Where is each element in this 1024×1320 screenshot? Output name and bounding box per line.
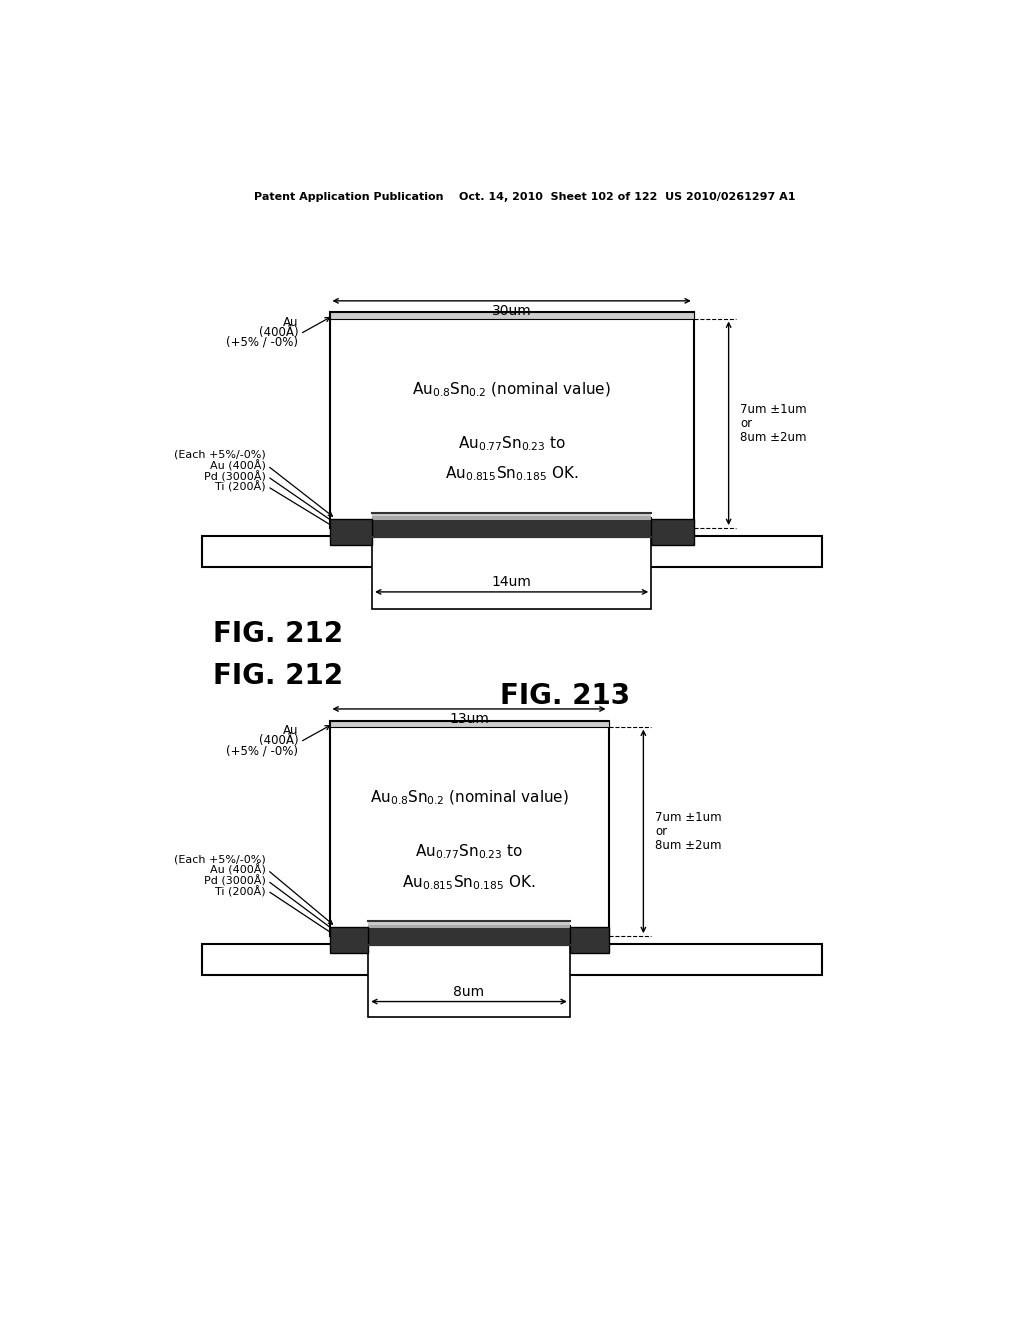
Bar — [369, 925, 569, 945]
Text: $\mathrm{Au_{0.815}Sn_{0.185}}$ OK.: $\mathrm{Au_{0.815}Sn_{0.185}}$ OK. — [444, 465, 579, 483]
Bar — [330, 313, 693, 318]
Text: FIG. 212: FIG. 212 — [213, 661, 343, 690]
Text: 8um ±2um: 8um ±2um — [740, 430, 807, 444]
Text: FIG. 212: FIG. 212 — [213, 620, 343, 648]
Text: or: or — [655, 825, 667, 838]
Bar — [369, 921, 569, 924]
Bar — [330, 927, 369, 953]
Text: $\mathrm{Au_{0.77}Sn_{0.23}}$ to: $\mathrm{Au_{0.77}Sn_{0.23}}$ to — [415, 842, 523, 861]
Bar — [372, 512, 651, 516]
Text: Pd (3000Å): Pd (3000Å) — [204, 875, 266, 886]
Text: (+5% / -0%): (+5% / -0%) — [226, 335, 299, 348]
Text: (400Å): (400Å) — [259, 734, 299, 747]
Text: Au: Au — [283, 315, 299, 329]
Bar — [330, 721, 608, 936]
Text: (+5% / -0%): (+5% / -0%) — [226, 744, 299, 758]
Bar — [202, 944, 821, 974]
Text: $\mathrm{Au_{0.815}Sn_{0.185}}$ OK.: $\mathrm{Au_{0.815}Sn_{0.185}}$ OK. — [402, 873, 536, 891]
Text: Au: Au — [283, 723, 299, 737]
Text: (Each +5%/-0%): (Each +5%/-0%) — [174, 450, 266, 459]
Text: 14um: 14um — [492, 576, 531, 589]
Bar — [369, 923, 569, 928]
Bar — [372, 515, 651, 520]
Bar — [330, 519, 372, 545]
Text: Patent Application Publication    Oct. 14, 2010  Sheet 102 of 122  US 2010/02612: Patent Application Publication Oct. 14, … — [254, 191, 796, 202]
Bar — [372, 536, 651, 609]
Bar — [372, 517, 651, 537]
Text: or: or — [740, 417, 753, 430]
Text: Ti (200Å): Ti (200Å) — [215, 482, 266, 492]
Bar — [330, 721, 608, 726]
Text: Pd (3000Å): Pd (3000Å) — [204, 471, 266, 482]
Text: 13um: 13um — [450, 711, 488, 726]
Text: 7um ±1um: 7um ±1um — [740, 403, 807, 416]
Text: 8um: 8um — [454, 985, 484, 998]
Text: Au (400Å): Au (400Å) — [210, 459, 266, 471]
Text: FIG. 213: FIG. 213 — [500, 682, 630, 710]
Text: $\mathrm{Au_{0.8}Sn_{0.2}}$ (nominal value): $\mathrm{Au_{0.8}Sn_{0.2}}$ (nominal val… — [370, 788, 568, 807]
Bar — [651, 519, 693, 545]
Text: Au (400Å): Au (400Å) — [210, 865, 266, 875]
Text: 30um: 30um — [492, 304, 531, 318]
Text: 8um ±2um: 8um ±2um — [655, 838, 722, 851]
Bar — [330, 313, 693, 528]
Bar — [202, 536, 821, 566]
Text: 7um ±1um: 7um ±1um — [655, 810, 722, 824]
Text: Ti (200Å): Ti (200Å) — [215, 886, 266, 898]
Text: (400Å): (400Å) — [259, 326, 299, 339]
Bar — [369, 944, 569, 1016]
Text: (Each +5%/-0%): (Each +5%/-0%) — [174, 854, 266, 865]
Bar — [569, 927, 608, 953]
Text: $\mathrm{Au_{0.8}Sn_{0.2}}$ (nominal value): $\mathrm{Au_{0.8}Sn_{0.2}}$ (nominal val… — [412, 380, 611, 399]
Text: $\mathrm{Au_{0.77}Sn_{0.23}}$ to: $\mathrm{Au_{0.77}Sn_{0.23}}$ to — [458, 434, 565, 453]
